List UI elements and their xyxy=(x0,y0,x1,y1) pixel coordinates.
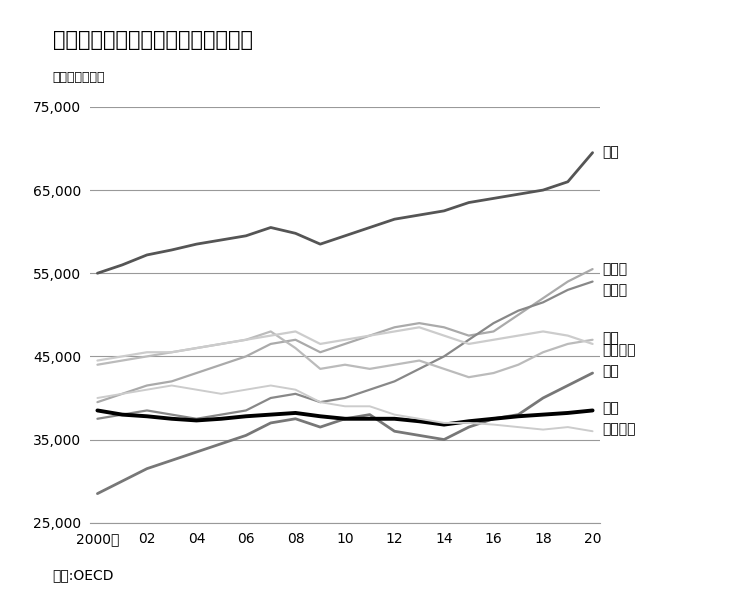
Text: フランス: フランス xyxy=(602,343,636,357)
Text: 日本: 日本 xyxy=(602,401,619,415)
Text: カナダ: カナダ xyxy=(602,262,628,276)
Text: （年額、ドル）: （年額、ドル） xyxy=(53,71,105,84)
Text: 英国: 英国 xyxy=(602,331,619,345)
Text: 米国: 米国 xyxy=(602,146,619,160)
Text: 韓国に抜かれていた日本の平均賃金: 韓国に抜かれていた日本の平均賃金 xyxy=(53,30,253,50)
Text: 韓国: 韓国 xyxy=(602,364,619,378)
Text: イタリア: イタリア xyxy=(602,422,636,437)
Text: ドイツ: ドイツ xyxy=(602,283,628,297)
Text: 出所:OECD: 出所:OECD xyxy=(53,568,114,582)
